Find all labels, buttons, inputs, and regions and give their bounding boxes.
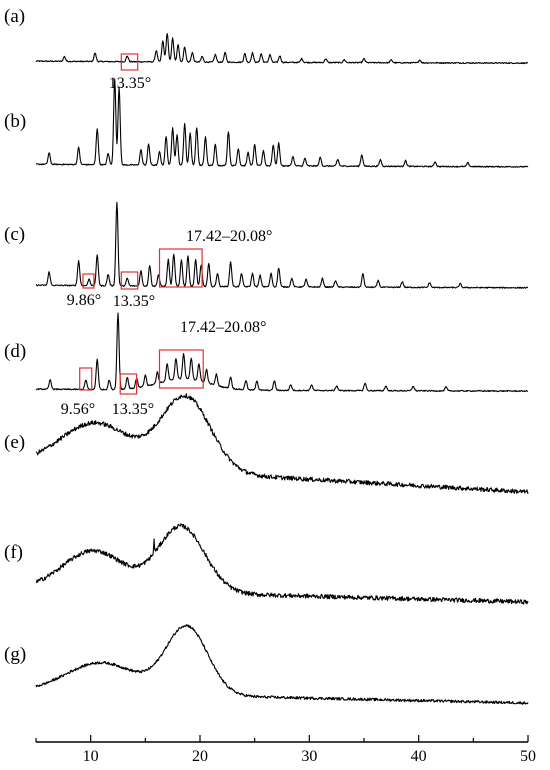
annotation-label: 13.35° [113,293,155,310]
x-tick-label: 10 [83,748,99,765]
highlight-box [82,273,95,289]
panel-e: (e) [4,393,529,495]
highlight-box [158,248,203,288]
x-tick-label: 20 [192,748,208,765]
annotation-label: 17.42–20.08° [180,319,266,336]
panel-c: (c) 9.86° 13.35° 17.42–20.08° [4,201,529,310]
xrd-trace [35,624,529,705]
panel-b: (b) [4,78,529,168]
panel-label: (c) [4,224,25,245]
xrd-trace [35,312,529,393]
panel-label: (b) [4,111,26,132]
highlight-box [120,53,139,71]
annotation-label: 9.56° [61,401,95,418]
panel-label: (g) [4,644,26,665]
highlight-box [158,349,204,389]
annotation-label: 17.42–20.08° [186,228,272,245]
xrd-trace [35,33,529,65]
x-axis: 10 20 30 40 50 [35,735,536,765]
highlight-box [120,271,139,290]
panel-d: (d) 9.56° 13.35° 17.42–20.08° [4,312,529,418]
panel-label: (d) [4,341,26,362]
xrd-trace [35,201,529,289]
xrd-trace [35,78,529,168]
x-tick-label: 30 [301,748,317,765]
annotation-label: 13.35° [112,401,154,418]
panel-f: (f) [4,523,529,605]
xrd-trace [35,523,529,605]
annotation-label: 9.86° [67,292,101,309]
panels-layer: (a)13.35°(b)(c)9.86° 13.35°17.42–20.08°(d… [4,6,529,705]
panel-label: (f) [4,542,23,563]
panel-g: (g) [4,624,529,705]
panel-label: (a) [4,6,25,27]
highlight-box [79,367,93,391]
x-tick-label: 50 [520,748,536,765]
panel-label: (e) [4,432,25,453]
highlight-box [119,373,138,395]
x-tick-label: 40 [411,748,427,765]
panel-a: (a)13.35° [4,6,529,92]
xrd-trace [35,393,529,495]
